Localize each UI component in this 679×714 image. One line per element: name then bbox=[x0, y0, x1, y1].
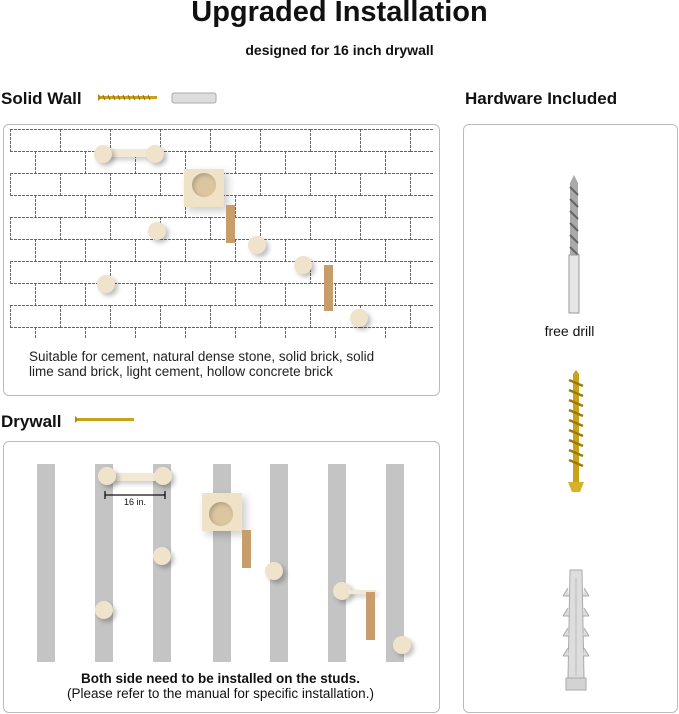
measure-line bbox=[104, 491, 166, 499]
drywall-caption-line1: Both side need to be installed on the st… bbox=[80, 671, 361, 686]
wall-anchor-icon bbox=[171, 92, 217, 104]
stud bbox=[37, 464, 55, 662]
solid-wall-caption-line2: lime sand brick, light cement, hollow co… bbox=[29, 364, 333, 379]
stud bbox=[328, 464, 346, 662]
drywall-caption-line2: (Please refer to the manual for specific… bbox=[67, 686, 374, 701]
solid-wall-heading: Solid Wall bbox=[1, 89, 82, 108]
drill-label: free drill bbox=[544, 323, 595, 339]
drill-bit-icon bbox=[568, 175, 580, 314]
solid-wall-caption-line1: Suitable for cement, natural dense stone… bbox=[29, 349, 375, 364]
wall-anchor-icon bbox=[563, 569, 589, 691]
page-title: Upgraded Installation bbox=[191, 0, 488, 28]
measure-label: 16 in. bbox=[123, 497, 147, 507]
page-subtitle: designed for 16 inch drywall bbox=[245, 42, 434, 58]
stud bbox=[386, 464, 404, 662]
screw-icon bbox=[98, 94, 157, 101]
solid-wall-panel: Suitable for cement, natural dense stone… bbox=[3, 124, 440, 396]
screw-icon bbox=[568, 370, 584, 492]
screw-icon bbox=[75, 416, 134, 423]
brick-wall-illustration bbox=[10, 129, 434, 339]
hardware-heading: Hardware Included bbox=[465, 89, 618, 108]
drywall-heading: Drywall bbox=[1, 412, 62, 431]
